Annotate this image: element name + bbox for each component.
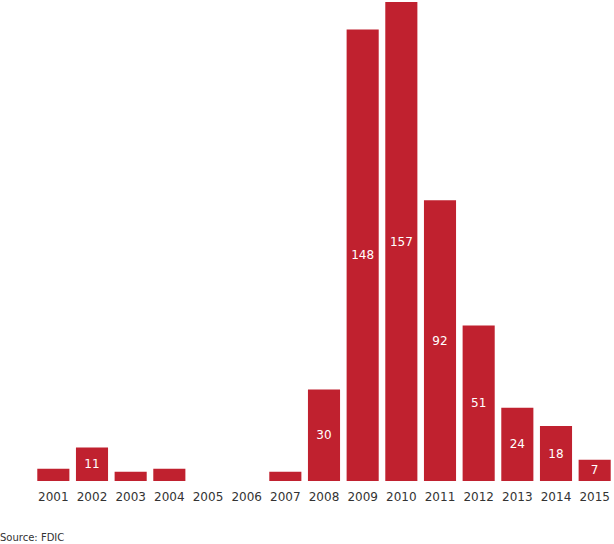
svg-text:51: 51 — [471, 396, 486, 410]
svg-text:2007: 2007 — [270, 490, 301, 504]
svg-text:30: 30 — [316, 428, 331, 442]
svg-text:2003: 2003 — [115, 490, 146, 504]
svg-text:2012: 2012 — [463, 490, 494, 504]
svg-text:11: 11 — [84, 457, 99, 471]
svg-text:2011: 2011 — [425, 490, 456, 504]
svg-text:2006: 2006 — [231, 490, 262, 504]
svg-text:2002: 2002 — [77, 490, 108, 504]
svg-text:2008: 2008 — [309, 490, 340, 504]
svg-text:92: 92 — [432, 334, 447, 348]
svg-text:148: 148 — [351, 248, 374, 262]
svg-text:2009: 2009 — [347, 490, 378, 504]
svg-text:2005: 2005 — [193, 490, 224, 504]
svg-text:2010: 2010 — [386, 490, 417, 504]
svg-text:2015: 2015 — [579, 490, 610, 504]
svg-text:157: 157 — [390, 235, 413, 249]
svg-text:2004: 2004 — [154, 490, 185, 504]
svg-text:24: 24 — [510, 437, 525, 451]
svg-text:Source: FDIC: Source: FDIC — [0, 532, 64, 543]
svg-text:2013: 2013 — [502, 490, 533, 504]
svg-text:18: 18 — [548, 447, 563, 461]
svg-text:2014: 2014 — [541, 490, 572, 504]
svg-text:2001: 2001 — [38, 490, 69, 504]
svg-text:7: 7 — [591, 463, 599, 477]
